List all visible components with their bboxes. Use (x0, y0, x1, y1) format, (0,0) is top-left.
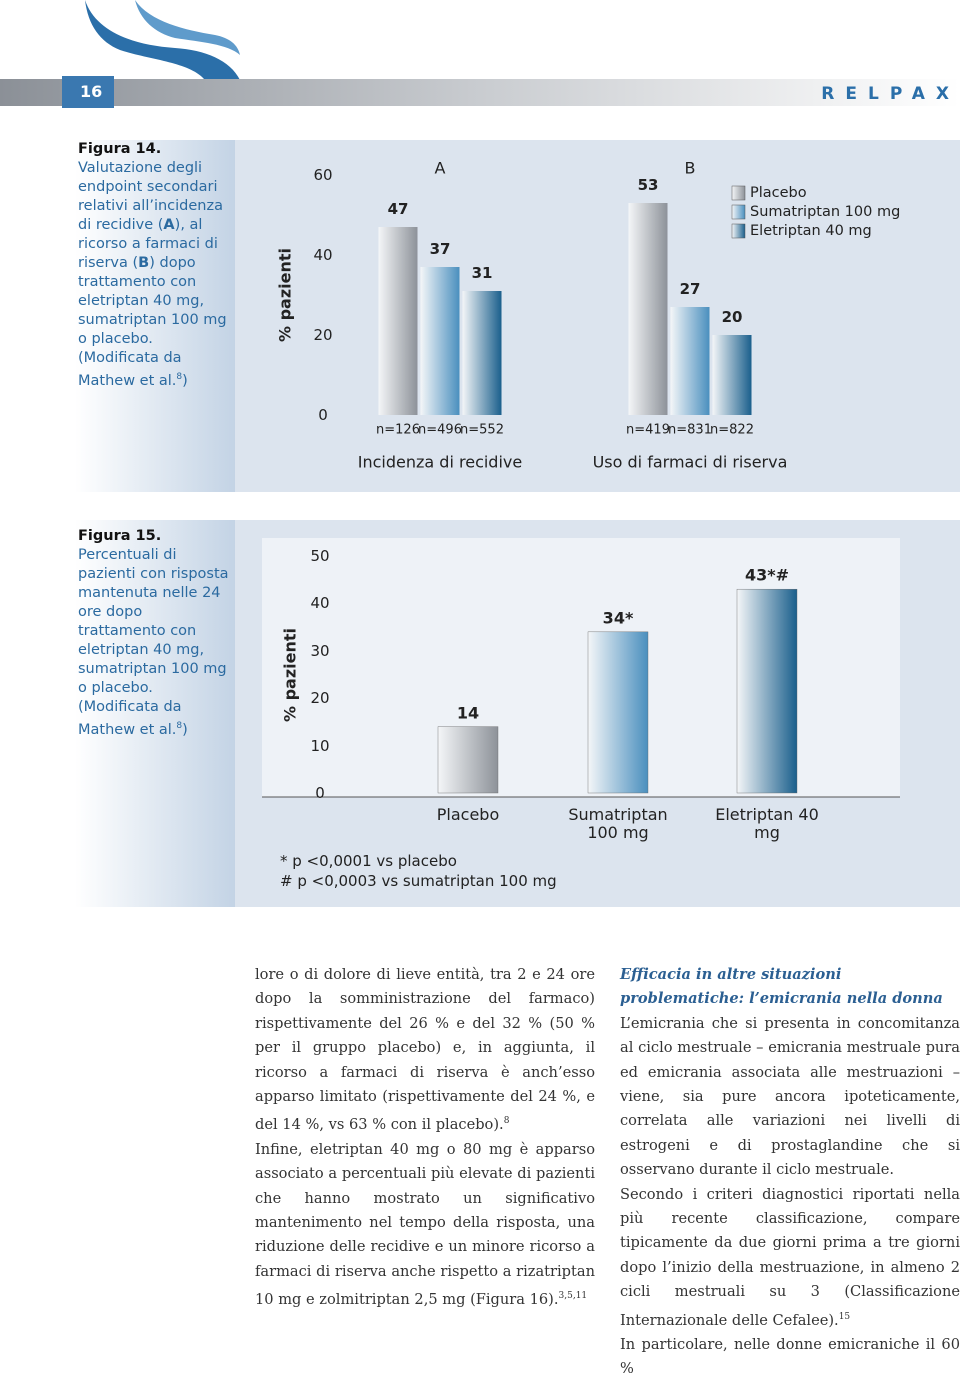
sample-size: n=552 (460, 422, 504, 438)
logo-wave (85, 0, 240, 80)
caption-text: Percentuali di pazienti con risposta man… (78, 547, 229, 738)
value-label: 31 (471, 264, 493, 282)
bar (736, 588, 798, 794)
caption-text: ) (182, 721, 188, 738)
caption-text: ), al ricorso a farmaci di riserva ( (78, 217, 218, 271)
page-graphics (0, 0, 960, 907)
category-label: Sumatriptan 100 mg (568, 805, 668, 842)
footnote: * p <0,0001 vs placebo (280, 852, 457, 870)
value-label: 20 (721, 308, 743, 326)
text-column: lore o di dolore di lieve entità, tra 2 … (255, 963, 595, 1312)
sample-size: n=831 (668, 422, 712, 438)
plot-area (262, 538, 900, 797)
paragraph: Secondo i criteri diagnostici riportati … (620, 1183, 960, 1333)
caption-text: Valutazione degli endpoint secondari rel… (78, 160, 223, 233)
caption-text: ) dopo trattamento con eletriptan 40 mg,… (78, 255, 227, 389)
bar (437, 726, 499, 794)
bar (628, 203, 668, 415)
figure-label: Figura 15. (78, 528, 162, 544)
category-label: Uso di farmaci di riserva (592, 452, 788, 472)
value-label: 37 (429, 240, 451, 258)
footnote: # p <0,0003 vs sumatriptan 100 mg (280, 872, 557, 890)
caption-text: A (163, 217, 175, 233)
value-label: 14 (456, 703, 480, 723)
legend-swatch (731, 223, 746, 239)
caption-panel (75, 140, 235, 492)
legend-swatch (731, 185, 746, 201)
reference: 8 (503, 1116, 510, 1127)
y-tick-label: 20 (313, 326, 333, 344)
reference: 8 (176, 721, 183, 731)
bar (670, 307, 710, 415)
group-label: B (684, 158, 696, 178)
paragraph: Infine, eletriptan 40 mg o 80 mg è appar… (255, 1138, 595, 1313)
figure-caption: Figura 15. Percentuali di pazienti con ri… (78, 527, 230, 740)
figure-label: Figura 14. (78, 141, 162, 157)
sample-size: n=126 (376, 422, 420, 438)
reference: 15 (838, 1311, 851, 1322)
y-tick-label: 20 (310, 689, 330, 708)
y-tick-label: 0 (318, 406, 328, 424)
reference: 8 (176, 372, 183, 382)
y-tick-label: 30 (310, 641, 330, 660)
bar (420, 267, 460, 415)
group-label: A (434, 158, 446, 178)
bar (378, 227, 418, 415)
paragraph: In particolare, nelle donne emicraniche … (620, 1335, 960, 1378)
logo-wave (135, 0, 240, 55)
chart-panel (235, 140, 960, 492)
legend-label: Eletriptan 40 mg (750, 223, 872, 239)
sample-size: n=822 (710, 422, 754, 438)
value-label: 34* (602, 608, 634, 628)
legend-label: Placebo (750, 185, 807, 201)
y-tick-label: 40 (313, 246, 333, 264)
caption-text: ) (182, 372, 188, 389)
section-heading: Efficacia in altre situazioni problemati… (620, 966, 943, 1008)
page-number-box (62, 76, 114, 108)
paragraph: L’emicrania che si presenta in concomita… (620, 1014, 960, 1179)
y-axis-label: % pazienti (280, 627, 300, 723)
paragraph: lore o di dolore di lieve entità, tra 2 … (255, 963, 595, 1138)
bar (712, 335, 752, 415)
paragraph-text: Secondo i criteri diagnostici riportati … (620, 1185, 960, 1329)
caption-text: B (138, 255, 150, 271)
sample-size: n=496 (418, 422, 462, 438)
sample-size: n=419 (626, 422, 670, 438)
y-axis-label: % pazienti (275, 247, 295, 343)
paragraph-text: Infine, eletriptan 40 mg o 80 mg è appar… (255, 1140, 595, 1308)
y-tick-label: 60 (313, 166, 333, 184)
header-bar (0, 79, 960, 106)
y-tick-label: 50 (310, 547, 330, 565)
page-number: 16 (80, 82, 103, 101)
reference: 3,5,11 (558, 1291, 588, 1302)
figure-caption: Figura 14. Valutazione degli endpoint sec… (78, 140, 230, 391)
value-label: 53 (637, 176, 659, 194)
y-tick-label: 40 (310, 594, 330, 613)
legend-swatch (731, 204, 746, 220)
category-label: Incidenza di recidive (357, 452, 523, 472)
category-label: Eletriptan 40 mg (715, 805, 819, 842)
bar (587, 631, 649, 794)
paragraph-text: lore o di dolore di lieve entità, tra 2 … (255, 966, 595, 1134)
category-label: Placebo (436, 805, 500, 824)
legend-label: Sumatriptan 100 mg (750, 204, 901, 220)
text-column: Efficacia in altre situazioni problemati… (620, 963, 960, 1382)
value-label: 47 (387, 200, 409, 218)
bar (462, 291, 502, 415)
y-tick-label: 10 (310, 736, 330, 755)
value-label: 43*# (744, 565, 790, 585)
y-tick-label: 0 (315, 784, 325, 802)
value-label: 27 (679, 280, 701, 298)
brand: RELPAX (821, 84, 960, 104)
caption-panel (75, 520, 235, 907)
